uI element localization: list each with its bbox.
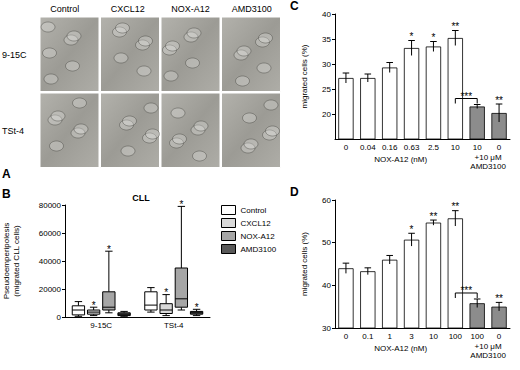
- svg-text:**: **: [495, 95, 503, 106]
- svg-text:0.63: 0.63: [404, 143, 420, 152]
- svg-text:35: 35: [322, 35, 331, 44]
- svg-text:**: **: [451, 201, 459, 212]
- svg-text:AMD3100: AMD3100: [241, 245, 277, 254]
- svg-text:40: 40: [322, 281, 331, 290]
- svg-text:B: B: [2, 187, 11, 201]
- svg-text:*: *: [410, 224, 414, 235]
- svg-text:30: 30: [322, 324, 331, 333]
- svg-text:50: 50: [322, 238, 331, 247]
- svg-text:0.16: 0.16: [382, 143, 398, 152]
- svg-text:+10 μM: +10 μM: [475, 342, 502, 351]
- svg-text:**: **: [451, 21, 459, 32]
- svg-text:1: 1: [387, 332, 392, 341]
- svg-text:migrated cells (%): migrated cells (%): [300, 44, 309, 108]
- svg-text:30: 30: [322, 60, 331, 69]
- svg-text:*: *: [164, 287, 168, 298]
- svg-text:***: ***: [460, 91, 472, 102]
- svg-text:NOX-A12 (nM): NOX-A12 (nM): [374, 344, 427, 353]
- svg-text:AMD3100: AMD3100: [470, 162, 506, 171]
- svg-text:CLL: CLL: [132, 193, 150, 203]
- svg-text:NOX-A12: NOX-A12: [241, 232, 276, 241]
- svg-text:10: 10: [451, 143, 460, 152]
- svg-text:10: 10: [473, 143, 482, 152]
- svg-text:**: **: [430, 211, 438, 222]
- svg-text:80000: 80000: [39, 201, 62, 210]
- svg-text:*: *: [431, 32, 435, 43]
- svg-text:NOX-A12: NOX-A12: [171, 4, 210, 14]
- svg-text:Control: Control: [241, 206, 267, 215]
- svg-text:60: 60: [322, 196, 331, 205]
- svg-text:0: 0: [497, 143, 502, 152]
- svg-text:25: 25: [322, 85, 331, 94]
- svg-text:0.04: 0.04: [360, 143, 376, 152]
- svg-text:40000: 40000: [39, 257, 62, 266]
- svg-text:20000: 20000: [39, 285, 62, 294]
- svg-text:CXCL12: CXCL12: [241, 219, 272, 228]
- svg-text:*: *: [195, 302, 199, 313]
- svg-text:Control: Control: [50, 4, 79, 14]
- svg-text:Pseudoemperipolesis: Pseudoemperipolesis: [2, 223, 11, 300]
- svg-text:AMD3100: AMD3100: [232, 4, 272, 14]
- svg-text:TSt-4: TSt-4: [164, 321, 184, 330]
- svg-text:2.5: 2.5: [428, 143, 440, 152]
- svg-text:(migrated CLL cells): (migrated CLL cells): [12, 225, 21, 297]
- svg-text:**: **: [495, 293, 503, 304]
- svg-text:CXCL12: CXCL12: [111, 4, 145, 14]
- svg-text:9-15C: 9-15C: [90, 321, 112, 330]
- svg-text:60000: 60000: [39, 229, 62, 238]
- svg-text:*: *: [107, 244, 111, 255]
- svg-text:***: ***: [460, 285, 472, 296]
- svg-text:10: 10: [429, 332, 438, 341]
- svg-text:0.1: 0.1: [362, 332, 374, 341]
- svg-text:100: 100: [471, 332, 485, 341]
- svg-text:NOX-A12 (nM): NOX-A12 (nM): [374, 155, 427, 164]
- svg-text:*: *: [410, 31, 414, 42]
- svg-text:AMD3100: AMD3100: [470, 351, 506, 360]
- svg-text:0: 0: [57, 313, 62, 322]
- svg-text:20: 20: [322, 110, 331, 119]
- svg-text:*: *: [92, 300, 96, 311]
- svg-text:C: C: [290, 0, 299, 13]
- svg-text:100: 100: [449, 332, 463, 341]
- svg-text:9-15C: 9-15C: [2, 50, 27, 60]
- svg-text:0: 0: [344, 332, 349, 341]
- svg-text:0: 0: [497, 332, 502, 341]
- svg-text:migrated cells (%): migrated cells (%): [300, 232, 309, 296]
- svg-text:3: 3: [409, 332, 414, 341]
- svg-text:TSt-4: TSt-4: [2, 126, 24, 136]
- svg-text:D: D: [290, 185, 299, 199]
- svg-text:+10 μM: +10 μM: [475, 153, 502, 162]
- svg-text:40: 40: [322, 10, 331, 19]
- svg-text:A: A: [2, 167, 11, 181]
- svg-text:0: 0: [344, 143, 349, 152]
- svg-text:*: *: [179, 199, 183, 210]
